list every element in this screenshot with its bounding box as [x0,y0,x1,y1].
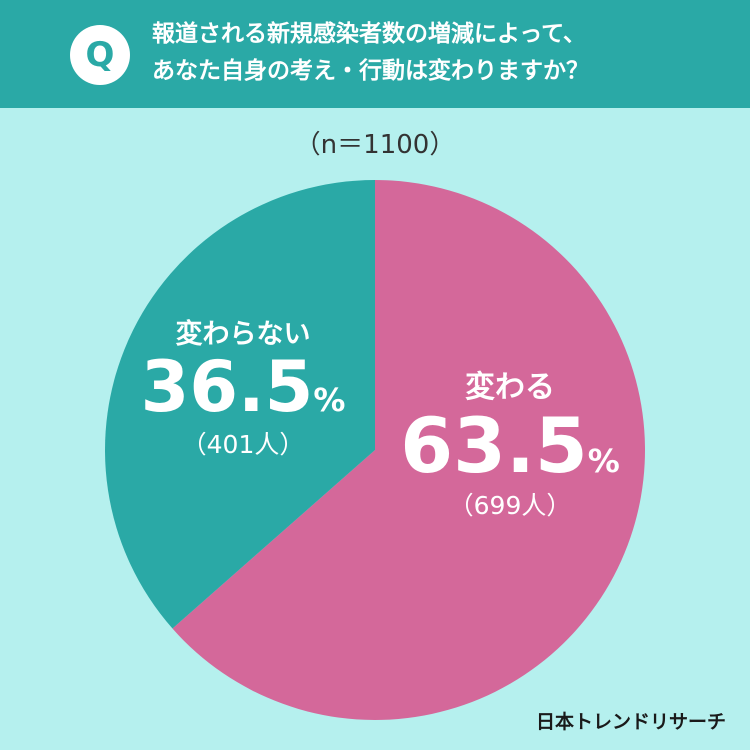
pie-slice-unchanged [105,180,375,629]
sample-size: （n＝1100） [294,130,456,160]
slice-percent-unit-unchanged: % [313,381,346,419]
slice-count-changed: （699人） [448,490,572,520]
question-text: 報道される新規感染者数の増減によって、 あなた自身の考え・行動は変わりますか？ [152,16,742,90]
slice-percent-value-changed: 63.5 [400,401,588,490]
pie-slice-changed [172,180,646,720]
question-line-1: 報道される新規感染者数の増減によって、 [152,21,587,47]
slice-count-unchanged: （401人） [181,429,305,459]
question-badge-letter: Q [85,35,115,75]
slice-percent-unchanged: 36.5% [118,350,368,425]
slice-percent-unit-changed: % [587,442,620,480]
brand-logo: 日本トレンドリサーチ [535,711,726,733]
slice-name-changed: 変わる [465,370,555,405]
slice-percent-changed: 63.5% [385,406,635,486]
slice-name-unchanged: 変わらない [175,319,311,350]
slice-label-unchanged: 変わらない 36.5% （401人） [118,312,368,461]
question-header: Q 報道される新規感染者数の増減によって、 あなた自身の考え・行動は変わりますか… [0,0,750,108]
question-line-2: あなた自身の考え・行動は変わりますか？ [152,58,589,84]
question-badge: Q [70,25,130,85]
slice-label-changed: 変わる 63.5% （699人） [385,362,635,522]
slice-percent-value-unchanged: 36.5 [140,346,314,428]
